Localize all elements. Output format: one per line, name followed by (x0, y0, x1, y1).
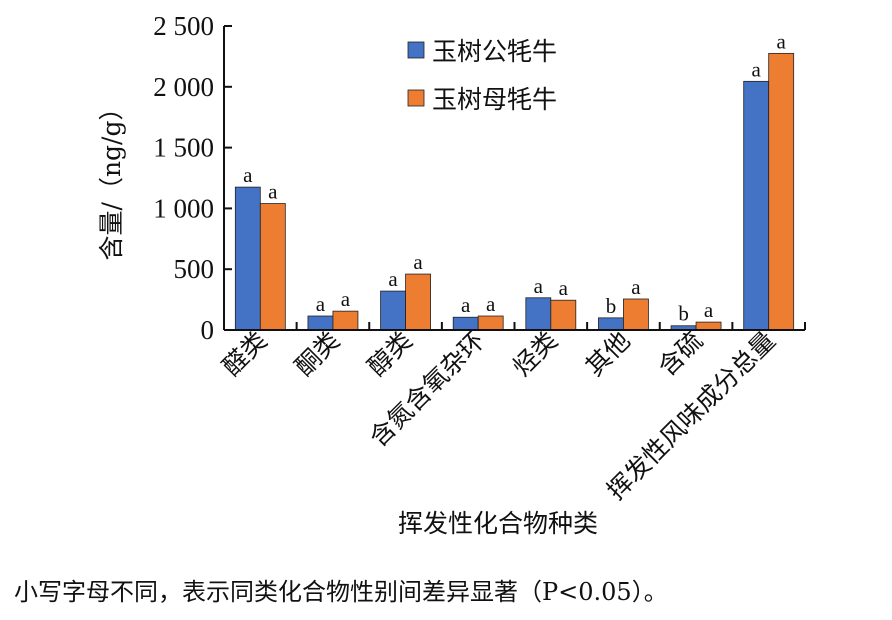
significance-letter: a (388, 267, 398, 291)
axes (223, 26, 805, 331)
bar-female (259, 203, 286, 331)
bar-male (307, 315, 334, 331)
legend: 玉树公牦牛 玉树母牦牛 (407, 37, 557, 114)
bar-male (598, 317, 624, 331)
significance-letter: a (534, 274, 544, 298)
bar-female (623, 298, 649, 331)
significance-letter: a (704, 298, 714, 322)
significance-letter: a (341, 287, 351, 311)
bar-female (332, 310, 359, 331)
significance-letter: a (461, 293, 471, 317)
significance-letter: a (316, 292, 326, 316)
bar-male (380, 290, 406, 331)
legend-label-female: 玉树母牦牛 (432, 85, 557, 114)
bar-male (743, 80, 770, 331)
bar-female (405, 273, 431, 331)
bar-female (477, 315, 504, 331)
y-tick-label: 500 (174, 254, 215, 284)
category-label: 酮类 (289, 326, 345, 382)
legend-label-male: 玉树公牦牛 (432, 37, 557, 66)
y-tick-label: 1 000 (153, 193, 214, 223)
y-axis-title: 含量/（ng/g） (97, 96, 126, 261)
y-tick-label: 2 500 (153, 11, 214, 41)
legend-swatch-female (407, 89, 425, 107)
bar-male (525, 297, 552, 331)
y-tick-label: 1 500 (153, 133, 214, 163)
bars (234, 52, 795, 331)
y-tick-label: 2 000 (153, 72, 214, 102)
significance-letter: a (777, 29, 787, 53)
significance-letter: a (268, 180, 278, 204)
bar-male (452, 316, 479, 331)
bar-male (234, 186, 261, 331)
bar-female (550, 299, 577, 331)
bar-female (768, 52, 795, 331)
category-label: 烃类 (507, 326, 563, 382)
significance-letter: a (486, 292, 496, 316)
significance-letter: b (606, 294, 617, 318)
category-label: 含硫 (652, 326, 708, 382)
significance-letter: a (413, 250, 423, 274)
significance-letter: b (678, 302, 689, 326)
significance-letter: a (752, 57, 762, 81)
x-axis-title: 挥发性化合物种类 (398, 509, 598, 538)
x-ticks (295, 322, 806, 330)
significance-letter: a (631, 275, 641, 299)
category-label: 醛类 (217, 326, 273, 382)
footnote: 小写字母不同，表示同类化合物性别间差异显著（P<0.05）。 (14, 578, 668, 606)
category-label: 醇类 (362, 326, 418, 382)
significance-letter: a (243, 163, 253, 187)
y-ticks: 0 500 1 000 1 500 2 000 2 500 (153, 11, 232, 345)
category-label: 其他 (580, 326, 636, 382)
significance-letter: a (559, 276, 569, 300)
bar-female (695, 321, 722, 331)
legend-swatch-male (407, 41, 425, 59)
y-tick-label: 0 (201, 315, 215, 345)
